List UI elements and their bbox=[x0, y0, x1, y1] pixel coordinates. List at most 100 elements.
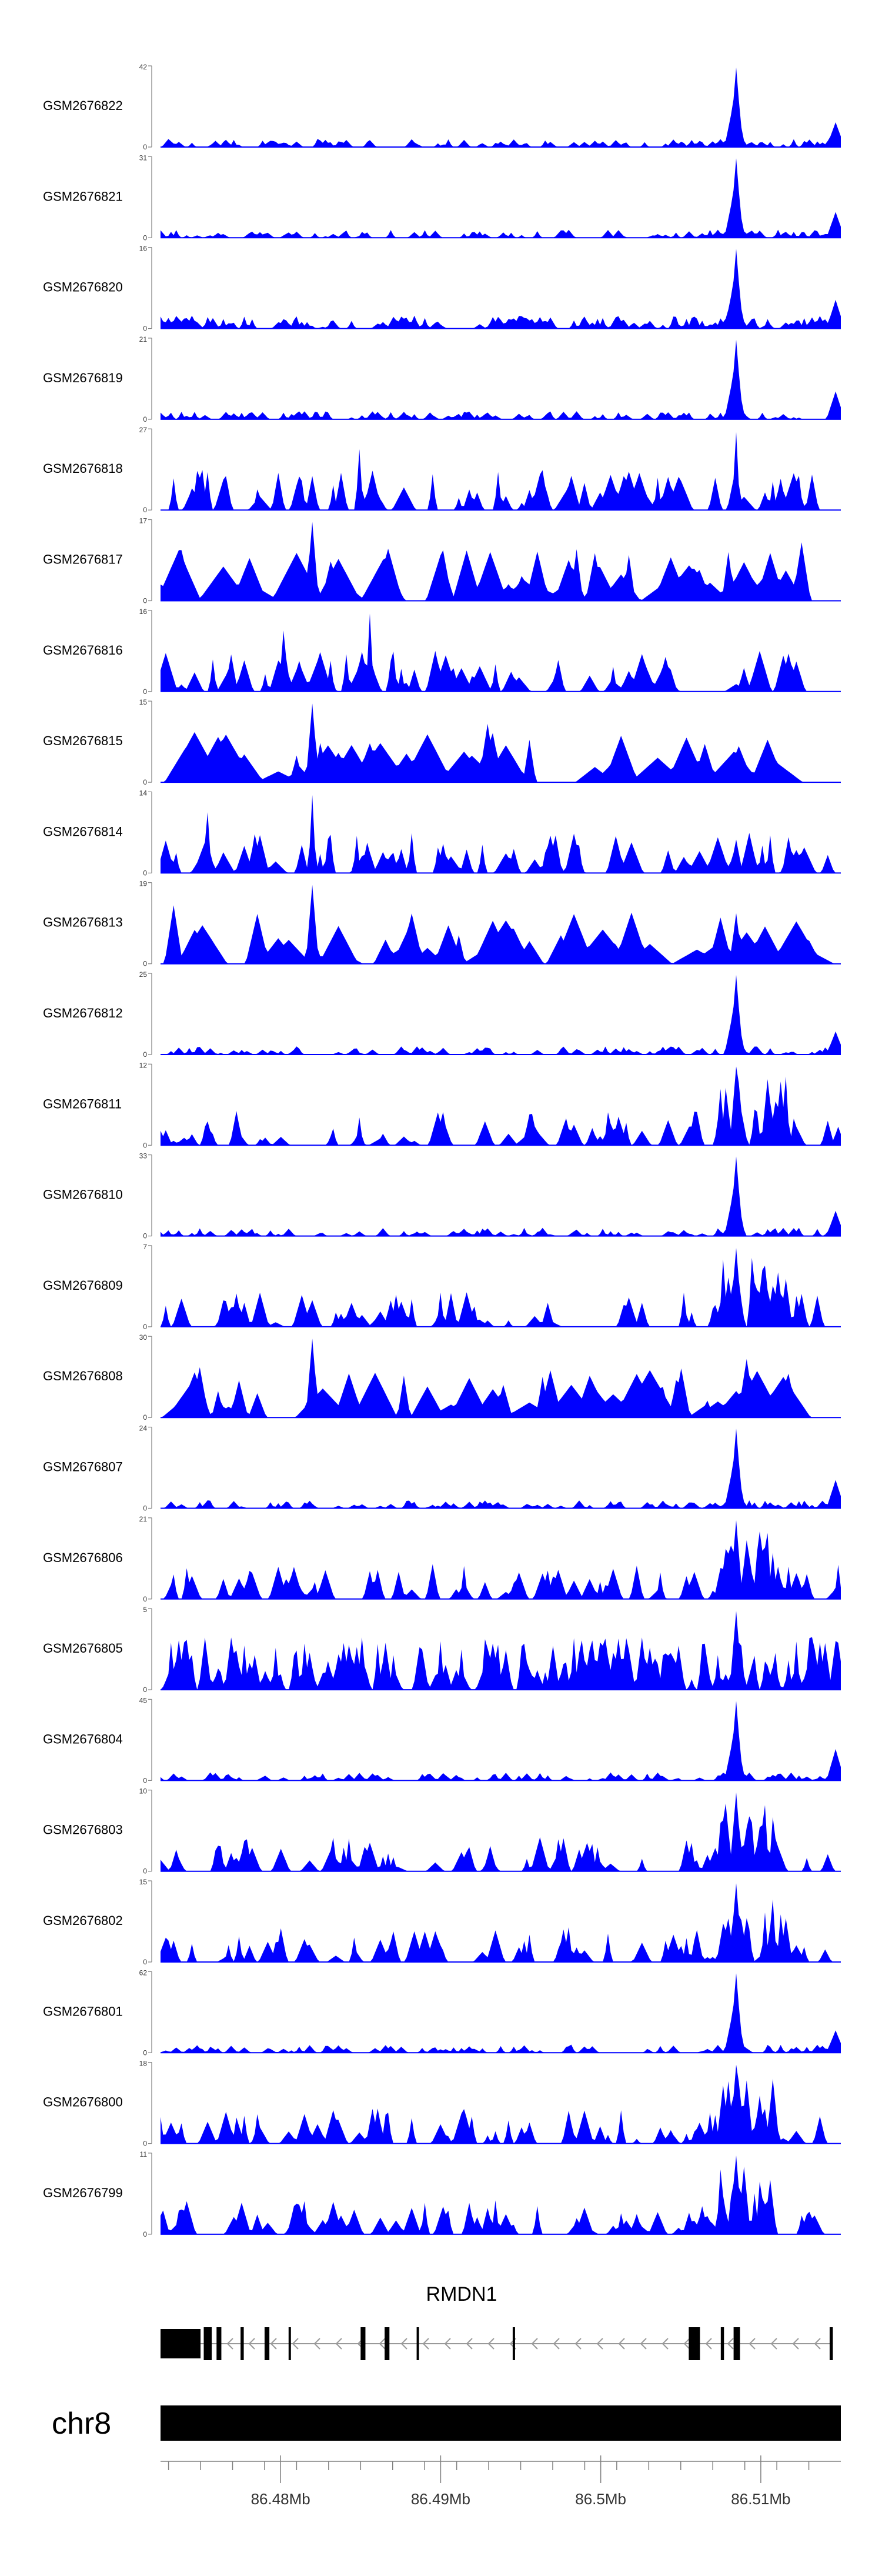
gene-exon bbox=[360, 2327, 366, 2360]
track-label: GSM2676810 bbox=[43, 1187, 123, 1202]
track-label: GSM2676818 bbox=[43, 461, 123, 476]
strand-chevron bbox=[683, 2338, 690, 2350]
y-tick-label-min: 0 bbox=[143, 1323, 147, 1331]
y-tick-label-max: 21 bbox=[139, 1515, 148, 1523]
track-label: GSM2676811 bbox=[43, 1096, 122, 1111]
track-GSM2676805: GSM2676805 5 0 bbox=[43, 1606, 841, 1694]
coverage-area-GSM2676812 bbox=[161, 975, 841, 1055]
strand-chevron bbox=[444, 2338, 451, 2350]
track-GSM2676808: GSM2676808 30 0 bbox=[43, 1333, 841, 1422]
strand-chevron bbox=[270, 2338, 277, 2350]
track-label: GSM2676814 bbox=[43, 824, 123, 839]
coverage-area-GSM2676819 bbox=[161, 339, 841, 419]
strand-chevron bbox=[466, 2338, 473, 2350]
gene-exon bbox=[264, 2327, 270, 2360]
coverage-area-GSM2676809 bbox=[161, 1248, 841, 1327]
track-label: GSM2676817 bbox=[43, 552, 123, 567]
gene-exon bbox=[161, 2329, 201, 2358]
strand-chevron bbox=[727, 2338, 734, 2350]
coverage-area-GSM2676820 bbox=[161, 249, 841, 329]
chromosome-label: chr8 bbox=[52, 2407, 111, 2441]
y-tick-label-min: 0 bbox=[143, 1686, 147, 1694]
chromosome-ideogram: chr8 bbox=[52, 2405, 841, 2441]
y-tick-label-max: 24 bbox=[139, 1424, 148, 1433]
y-tick-label-min: 0 bbox=[143, 1232, 147, 1240]
gene-exon bbox=[288, 2327, 291, 2360]
y-tick-label-max: 15 bbox=[139, 1878, 148, 1886]
coverage-area-GSM2676816 bbox=[161, 613, 841, 692]
track-label: GSM2676802 bbox=[43, 1913, 123, 1928]
track-label: GSM2676820 bbox=[43, 280, 123, 295]
strand-chevron bbox=[662, 2338, 669, 2350]
track-label: GSM2676805 bbox=[43, 1641, 123, 1656]
track-GSM2676814: GSM2676814 14 0 bbox=[43, 789, 841, 877]
coverage-area-GSM2676822 bbox=[161, 67, 841, 147]
coverage-area-GSM2676818 bbox=[161, 432, 841, 510]
track-GSM2676813: GSM2676813 19 0 bbox=[43, 880, 841, 968]
y-tick-label-min: 0 bbox=[143, 506, 147, 514]
tick-label: 86.51Mb bbox=[731, 2490, 790, 2508]
y-tick-label-max: 10 bbox=[139, 1787, 148, 1796]
y-tick-label-max: 25 bbox=[139, 970, 148, 979]
coverage-area-GSM2676804 bbox=[161, 1701, 841, 1781]
y-tick-label-max: 21 bbox=[139, 335, 148, 343]
coverage-area-GSM2676802 bbox=[161, 1883, 841, 1962]
y-tick-label-min: 0 bbox=[143, 325, 147, 333]
track-GSM2676821: GSM2676821 31 0 bbox=[43, 154, 841, 242]
gene-exon bbox=[689, 2327, 700, 2360]
track-GSM2676816: GSM2676816 16 0 bbox=[43, 608, 841, 696]
track-GSM2676809: GSM2676809 7 0 bbox=[43, 1243, 841, 1331]
track-label: GSM2676801 bbox=[43, 2004, 123, 2018]
y-tick-label-max: 33 bbox=[139, 1152, 148, 1160]
track-label: GSM2676816 bbox=[43, 643, 123, 658]
track-GSM2676806: GSM2676806 21 0 bbox=[43, 1515, 841, 1603]
track-label: GSM2676819 bbox=[43, 371, 123, 385]
y-tick-label-min: 0 bbox=[143, 1050, 147, 1059]
strand-chevron bbox=[400, 2338, 407, 2350]
coverage-area-GSM2676806 bbox=[161, 1520, 841, 1599]
strand-chevron bbox=[574, 2338, 582, 2350]
track-GSM2676802: GSM2676802 15 0 bbox=[43, 1878, 841, 1966]
gene-exon bbox=[720, 2327, 724, 2360]
strand-chevron bbox=[618, 2338, 625, 2350]
track-label: GSM2676799 bbox=[43, 2185, 123, 2200]
y-tick-label-min: 0 bbox=[143, 233, 147, 242]
gene-exon bbox=[416, 2327, 419, 2360]
y-tick-label-max: 62 bbox=[139, 1968, 148, 1977]
track-GSM2676818: GSM2676818 27 0 bbox=[43, 426, 841, 514]
strand-chevron bbox=[705, 2338, 712, 2350]
track-label: GSM2676808 bbox=[43, 1369, 123, 1383]
track-GSM2676820: GSM2676820 16 0 bbox=[43, 245, 841, 333]
y-tick-label-max: 42 bbox=[139, 63, 148, 71]
y-tick-label-max: 19 bbox=[139, 880, 148, 888]
y-tick-label-max: 16 bbox=[139, 608, 148, 616]
coverage-area-GSM2676817 bbox=[161, 522, 841, 601]
track-GSM2676801: GSM2676801 62 0 bbox=[43, 1968, 841, 2057]
track-label: GSM2676800 bbox=[43, 2095, 123, 2110]
coverage-area-GSM2676814 bbox=[161, 795, 841, 873]
y-tick-label-max: 7 bbox=[143, 1243, 147, 1251]
coverage-area-GSM2676805 bbox=[161, 1611, 841, 1690]
gene-track: RMDN1 bbox=[161, 2283, 833, 2360]
coverage-area-GSM2676815 bbox=[161, 703, 841, 783]
strand-chevron bbox=[487, 2338, 495, 2350]
y-tick-label-min: 0 bbox=[143, 2230, 147, 2238]
track-label: GSM2676809 bbox=[43, 1278, 123, 1293]
strand-chevron bbox=[379, 2338, 386, 2350]
y-tick-label-max: 5 bbox=[143, 1606, 147, 1614]
strand-chevron bbox=[292, 2338, 299, 2350]
y-tick-label-min: 0 bbox=[143, 2140, 147, 2148]
y-tick-label-max: 15 bbox=[139, 698, 148, 706]
track-GSM2676812: GSM2676812 25 0 bbox=[43, 970, 841, 1059]
coverage-area-GSM2676800 bbox=[161, 2064, 841, 2144]
y-tick-label-max: 14 bbox=[139, 789, 148, 797]
track-GSM2676815: GSM2676815 15 0 bbox=[43, 698, 841, 786]
track-GSM2676807: GSM2676807 24 0 bbox=[43, 1424, 841, 1513]
track-label: GSM2676807 bbox=[43, 1460, 123, 1474]
gene-exon bbox=[512, 2327, 515, 2360]
y-tick-label-min: 0 bbox=[143, 778, 147, 786]
strand-chevron bbox=[313, 2338, 320, 2350]
y-tick-label-min: 0 bbox=[143, 415, 147, 423]
chromosome-bar bbox=[161, 2405, 841, 2441]
